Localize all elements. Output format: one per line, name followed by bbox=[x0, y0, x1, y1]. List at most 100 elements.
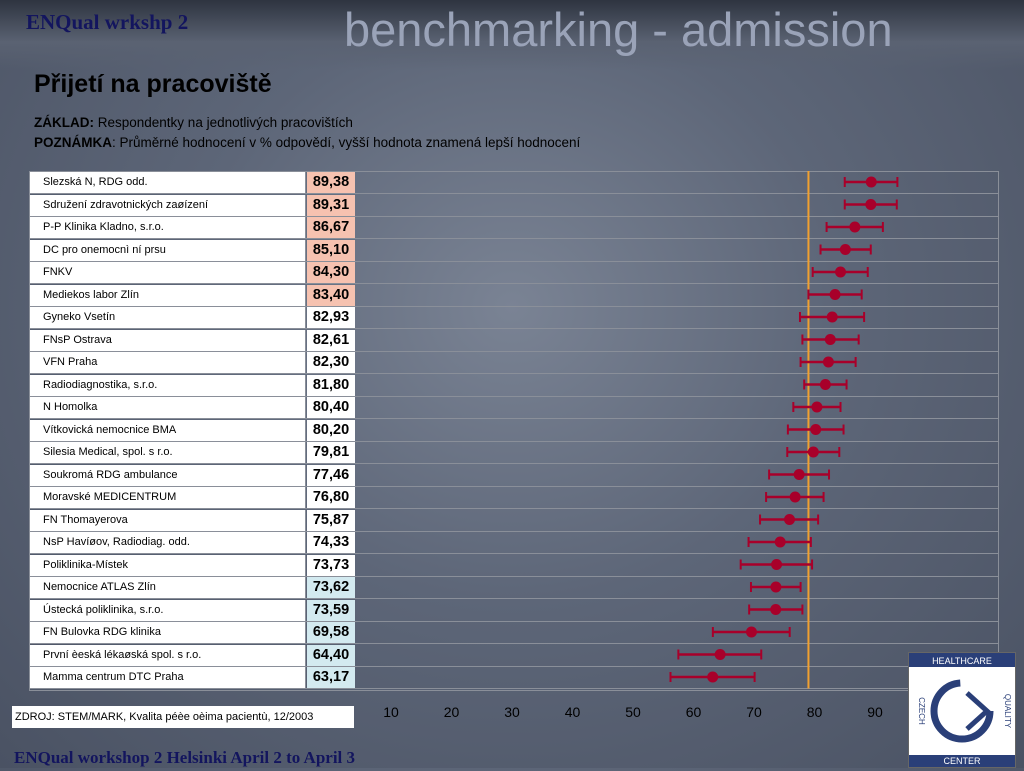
facility-name: VFN Praha bbox=[30, 352, 306, 373]
facility-name: Gyneko Vsetín bbox=[30, 307, 306, 328]
remark-label: POZNÁMKA bbox=[34, 135, 112, 150]
mean-point bbox=[807, 446, 819, 458]
table-row: Poliklinika-Místek 73,73 bbox=[30, 554, 998, 577]
facility-name: DC pro onemocnì ní prsu bbox=[30, 239, 306, 261]
mean-point bbox=[839, 244, 851, 255]
facility-score: 81,80 bbox=[307, 374, 355, 396]
mean-point bbox=[822, 356, 834, 368]
table-row: FNsP Ostrava 82,61 bbox=[30, 329, 998, 352]
table-row: Ústecká poliklinika, s.r.o. 73,59 bbox=[30, 599, 998, 622]
table-row: Nemocnice ATLAS Zlín 73,62 bbox=[30, 577, 998, 599]
mean-point bbox=[819, 379, 831, 390]
facility-score: 74,33 bbox=[307, 532, 355, 553]
facility-name: Mamma centrum DTC Praha bbox=[30, 667, 306, 688]
facility-name: Nemocnice ATLAS Zlín bbox=[30, 577, 306, 598]
facility-name: FNKV bbox=[30, 262, 306, 283]
mean-point bbox=[865, 176, 877, 188]
mean-point bbox=[745, 626, 757, 638]
facility-name: Moravské MEDICENTRUM bbox=[30, 487, 306, 508]
logo-bottom-text: CENTER bbox=[943, 756, 981, 766]
slide-title: benchmarking - admission bbox=[344, 3, 893, 56]
facility-score: 89,31 bbox=[307, 194, 355, 216]
mean-point bbox=[849, 221, 861, 233]
table-row: Silesia Medical, spol. s r.o. 79,81 bbox=[30, 442, 998, 464]
table-row: NsP Havíøov, Radiodiag. odd. 74,33 bbox=[30, 532, 998, 554]
table-row: První èeská lékaøská spol. s r.o. 64,40 bbox=[30, 644, 998, 667]
table-row: Slezská N, RDG odd. 89,38 bbox=[30, 172, 998, 194]
facility-score: 73,73 bbox=[307, 554, 355, 576]
facility-name: Poliklinika-Místek bbox=[30, 554, 306, 576]
mean-point bbox=[826, 311, 838, 323]
x-tick-label: 20 bbox=[444, 704, 460, 720]
facility-name: P-P Klinika Kladno, s.r.o. bbox=[30, 217, 306, 238]
mean-point bbox=[835, 266, 847, 278]
mean-point bbox=[714, 649, 726, 660]
facility-name: Silesia Medical, spol. s r.o. bbox=[30, 442, 306, 463]
facility-score: 63,17 bbox=[307, 667, 355, 688]
table-row: Vítkovická nemocnice BMA 80,20 bbox=[30, 419, 998, 442]
facility-score: 80,20 bbox=[307, 419, 355, 441]
mean-point bbox=[770, 581, 782, 593]
mean-point bbox=[810, 424, 822, 435]
mean-point bbox=[811, 401, 823, 413]
facility-name: N Homolka bbox=[30, 397, 306, 418]
x-tick-label: 60 bbox=[686, 704, 702, 720]
table-row: Mediekos labor Zlín 83,40 bbox=[30, 284, 998, 307]
facility-name: První èeská lékaøská spol. s r.o. bbox=[30, 644, 306, 666]
facility-score: 89,38 bbox=[307, 172, 355, 193]
facility-name: Vítkovická nemocnice BMA bbox=[30, 419, 306, 441]
table-row: FN Thomayerova 75,87 bbox=[30, 509, 998, 532]
facility-score: 69,58 bbox=[307, 622, 355, 643]
x-tick-label: 50 bbox=[625, 704, 641, 720]
mean-point bbox=[770, 604, 782, 615]
table-row: P-P Klinika Kladno, s.r.o. 86,67 bbox=[30, 217, 998, 239]
facility-score: 82,30 bbox=[307, 352, 355, 373]
mean-point bbox=[793, 469, 805, 480]
facility-name: FN Thomayerova bbox=[30, 509, 306, 531]
mean-point bbox=[824, 334, 836, 345]
table-row: Moravské MEDICENTRUM 76,80 bbox=[30, 487, 998, 509]
basis-label: ZÁKLAD: bbox=[34, 115, 94, 130]
logo-graphic: HEALTHCARE CENTER CZECH QUALITY bbox=[909, 653, 1015, 767]
mean-point bbox=[789, 491, 801, 503]
x-tick-label: 90 bbox=[867, 704, 883, 720]
logo-left-text: CZECH bbox=[917, 697, 926, 725]
table-row: Soukromá RDG ambulance 77,46 bbox=[30, 464, 998, 487]
table-row: FN Bulovka RDG klinika 69,58 bbox=[30, 622, 998, 644]
facility-score: 64,40 bbox=[307, 644, 355, 666]
snowy-trees-background bbox=[0, 0, 1024, 70]
source-note: ZDROJ: STEM/MARK, Kvalita péèe oèima pac… bbox=[12, 706, 354, 728]
mean-point bbox=[865, 199, 877, 210]
facility-score: 84,30 bbox=[307, 262, 355, 283]
facility-score: 85,10 bbox=[307, 239, 355, 261]
facility-name: Radiodiagnostika, s.r.o. bbox=[30, 374, 306, 396]
basis-note: ZÁKLAD: Respondentky na jednotlivých pra… bbox=[34, 113, 580, 133]
x-tick-label: 80 bbox=[807, 704, 823, 720]
benchmark-table: Slezská N, RDG odd. 89,38 Sdružení zdravot… bbox=[29, 171, 999, 691]
facility-score: 82,61 bbox=[307, 329, 355, 351]
table-row: Mamma centrum DTC Praha 63,17 bbox=[30, 667, 998, 689]
logo-top-text: HEALTHCARE bbox=[932, 656, 992, 666]
logo-right-text: QUALITY bbox=[1003, 694, 1012, 729]
x-tick-label: 10 bbox=[383, 704, 399, 720]
table-row: DC pro onemocnì ní prsu 85,10 bbox=[30, 239, 998, 262]
table-row: FNKV 84,30 bbox=[30, 262, 998, 284]
notes-block: ZÁKLAD: Respondentky na jednotlivých pra… bbox=[34, 113, 580, 153]
facility-score: 77,46 bbox=[307, 464, 355, 486]
table-row: Gyneko Vsetín 82,93 bbox=[30, 307, 998, 329]
facility-name: Slezská N, RDG odd. bbox=[30, 172, 306, 193]
facility-score: 86,67 bbox=[307, 217, 355, 238]
facility-score: 82,93 bbox=[307, 307, 355, 328]
facility-name: NsP Havíøov, Radiodiag. odd. bbox=[30, 532, 306, 553]
x-tick-label: 40 bbox=[565, 704, 581, 720]
facility-name: FNsP Ostrava bbox=[30, 329, 306, 351]
remark-note: POZNÁMKA: Průměrné hodnocení v % odpověd… bbox=[34, 133, 580, 153]
mean-point bbox=[784, 514, 796, 525]
facility-score: 73,59 bbox=[307, 599, 355, 621]
table-row: Sdružení zdravotnických zaøízení 89,31 bbox=[30, 194, 998, 217]
healthcare-quality-center-logo: HEALTHCARE CENTER CZECH QUALITY bbox=[908, 652, 1016, 768]
facility-score: 80,40 bbox=[307, 397, 355, 418]
mean-point bbox=[829, 289, 841, 300]
workshop-label: ENQual wrkshp 2 bbox=[26, 10, 189, 34]
